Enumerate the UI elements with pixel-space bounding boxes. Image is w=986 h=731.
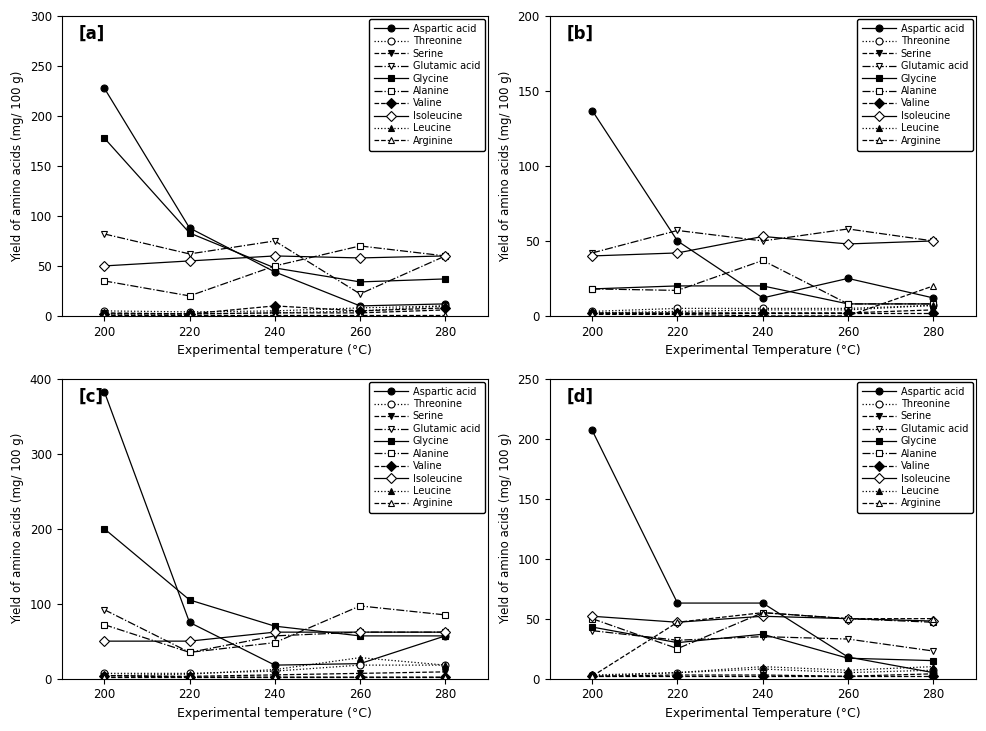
X-axis label: Experimental Temperature (°C): Experimental Temperature (°C) xyxy=(665,707,860,720)
Legend: Aspartic acid, Threonine, Serine, Glutamic acid, Glycine, Alanine, Valine, Isole: Aspartic acid, Threonine, Serine, Glutam… xyxy=(856,382,972,513)
X-axis label: Experimental temperature (°C): Experimental temperature (°C) xyxy=(177,707,372,720)
Legend: Aspartic acid, Threonine, Serine, Glutamic acid, Glycine, Alanine, Valine, Isole: Aspartic acid, Threonine, Serine, Glutam… xyxy=(369,382,484,513)
Y-axis label: Yield of amino acids (mg/ 100 g): Yield of amino acids (mg/ 100 g) xyxy=(11,70,24,262)
Legend: Aspartic acid, Threonine, Serine, Glutamic acid, Glycine, Alanine, Valine, Isole: Aspartic acid, Threonine, Serine, Glutam… xyxy=(856,19,972,151)
Y-axis label: Yield of amino acids (mg/ 100 g): Yield of amino acids (mg/ 100 g) xyxy=(499,70,512,262)
Legend: Aspartic acid, Threonine, Serine, Glutamic acid, Glycine, Alanine, Valine, Isole: Aspartic acid, Threonine, Serine, Glutam… xyxy=(369,19,484,151)
Text: [c]: [c] xyxy=(79,388,104,406)
Y-axis label: Yield of amino acids (mg/ 100 g): Yield of amino acids (mg/ 100 g) xyxy=(499,433,512,624)
Text: [b]: [b] xyxy=(566,25,593,43)
X-axis label: Experimental Temperature (°C): Experimental Temperature (°C) xyxy=(665,344,860,357)
Text: [d]: [d] xyxy=(566,388,593,406)
X-axis label: Experimental temperature (°C): Experimental temperature (°C) xyxy=(177,344,372,357)
Text: [a]: [a] xyxy=(79,25,105,43)
Y-axis label: Yield of amino acids (mg/ 100 g): Yield of amino acids (mg/ 100 g) xyxy=(11,433,24,624)
